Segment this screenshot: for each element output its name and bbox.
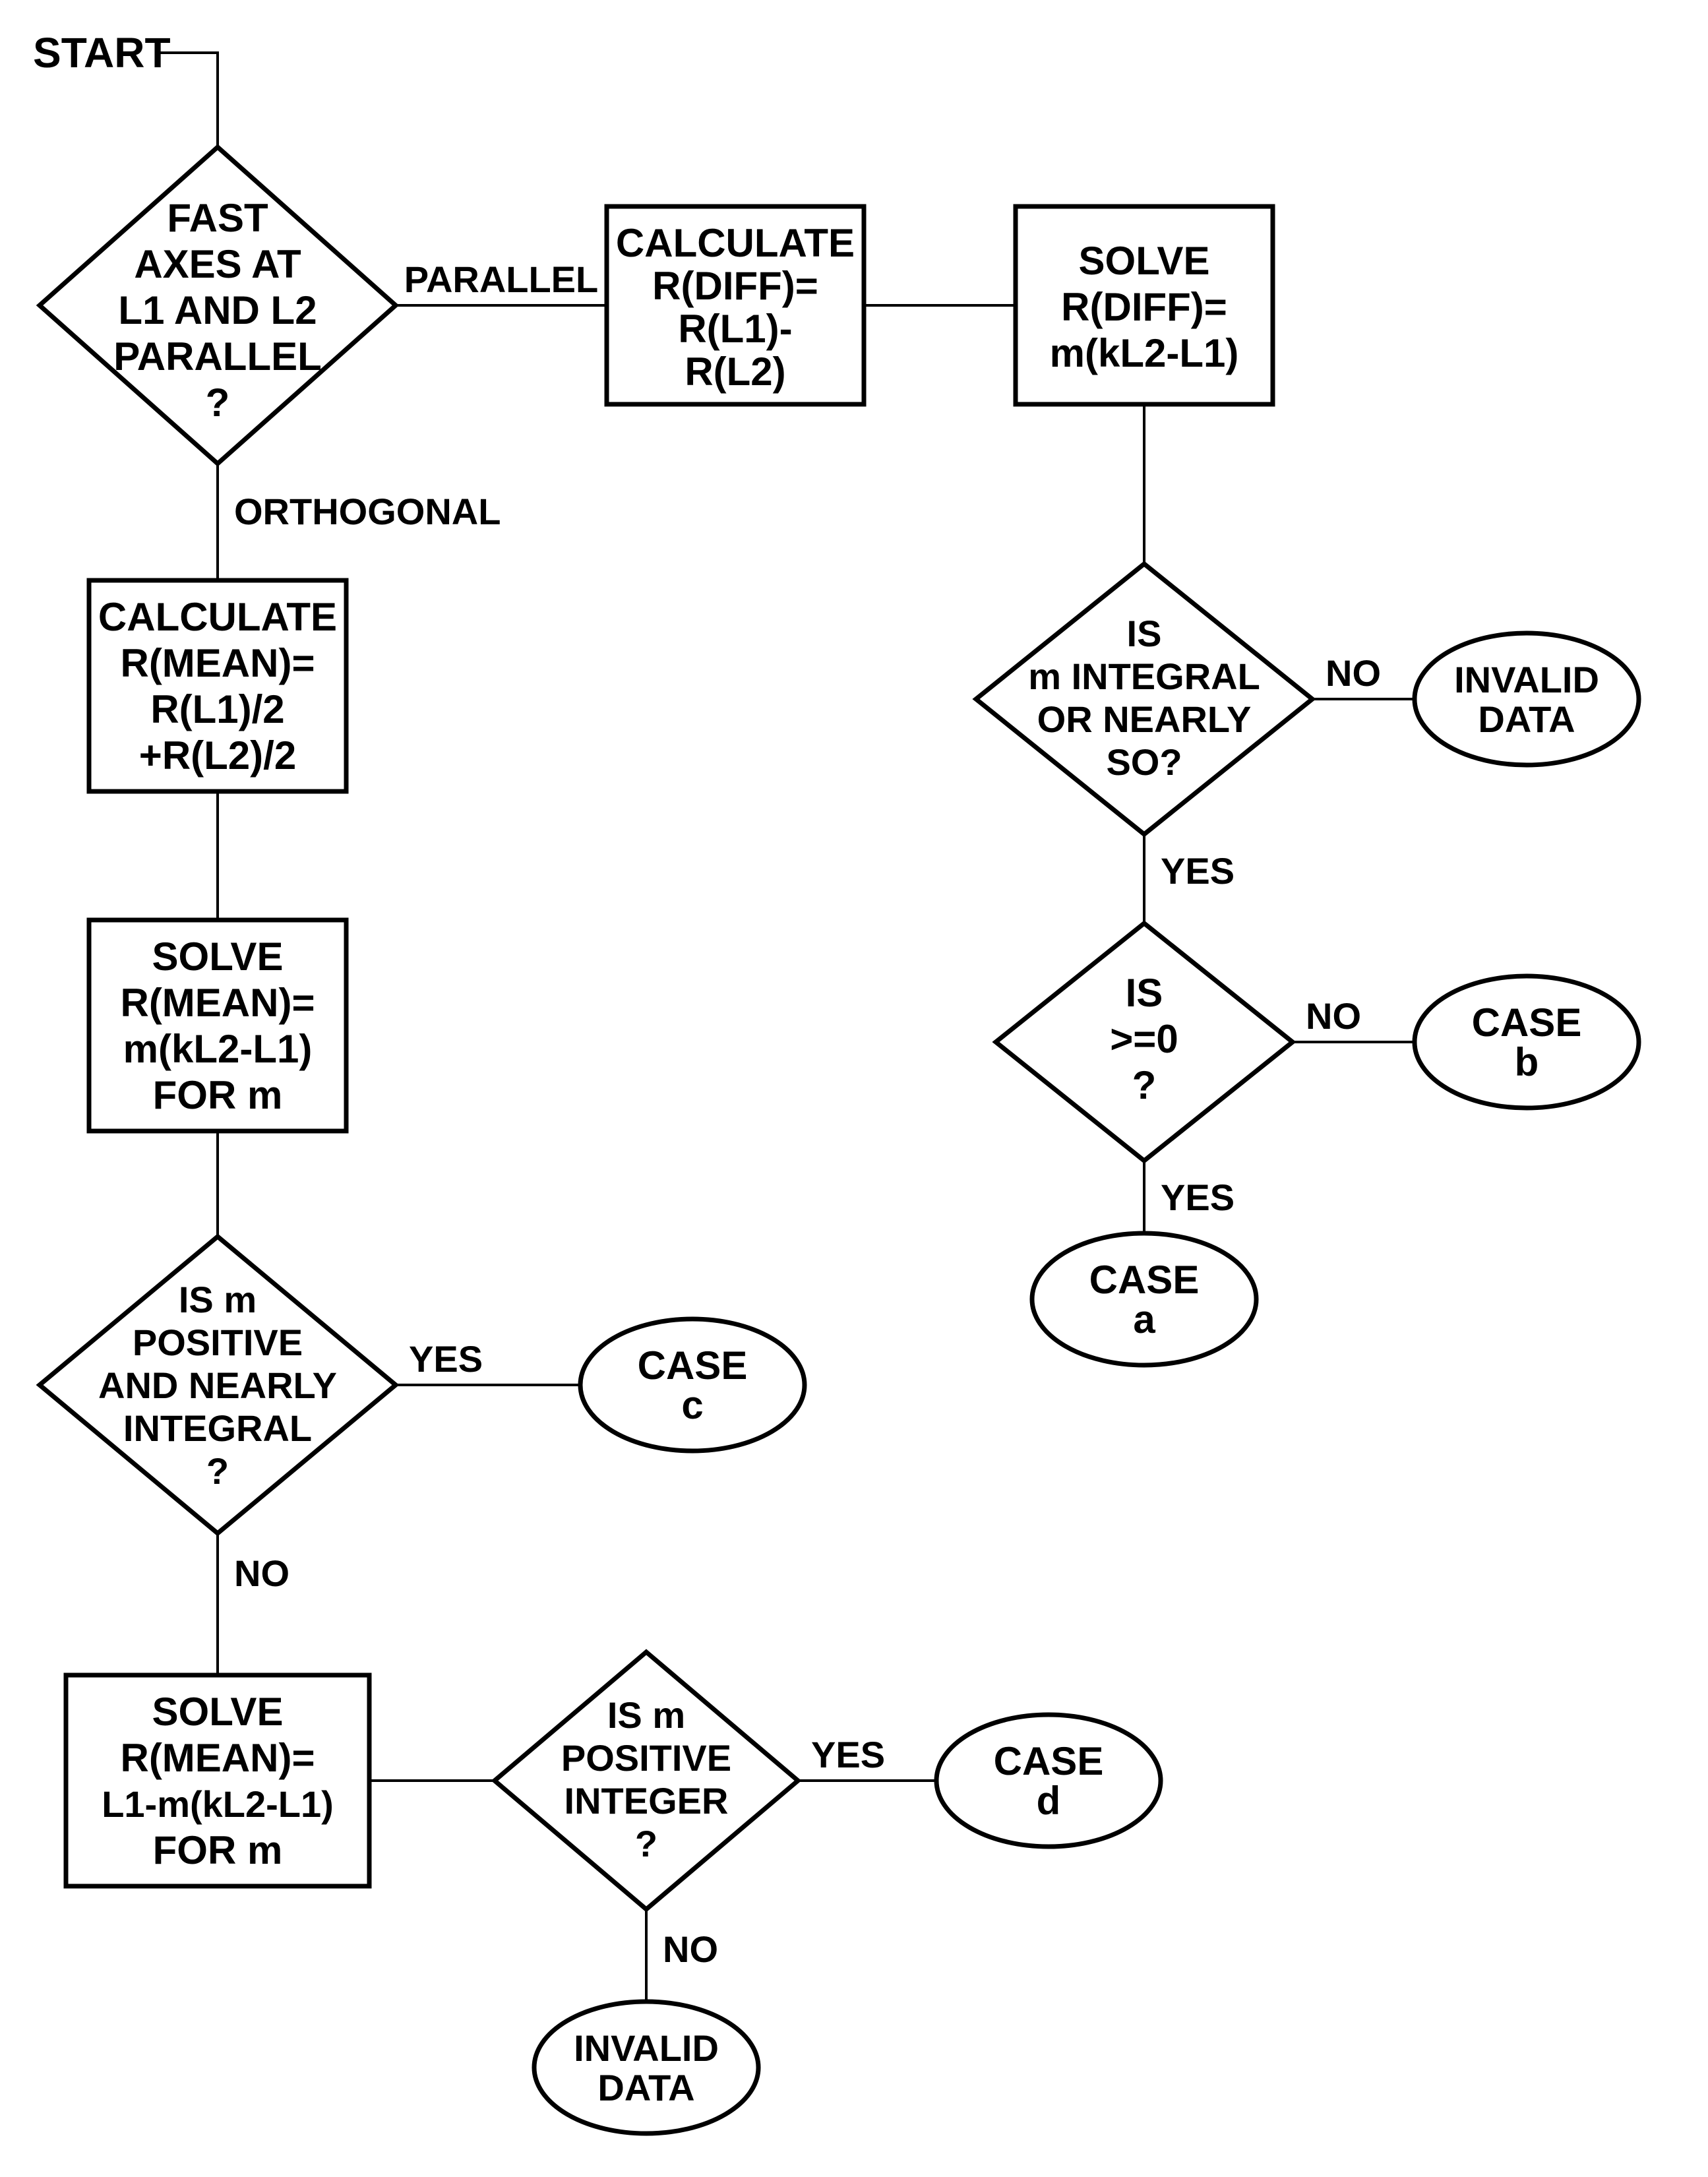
edge-label-dec2-yes: YES: [811, 1734, 885, 1775]
decision-m-posint-l3: INTEGRAL: [123, 1407, 312, 1449]
decision-m-posint2-l2: INTEGER: [564, 1780, 729, 1822]
terminator-invalid-bottom-l1: DATA: [597, 2067, 694, 2108]
edge-label-parallel: PARALLEL: [404, 259, 599, 300]
terminator-case-c-l0: CASE: [638, 1343, 748, 1388]
decision-parallel-l4: ?: [206, 381, 230, 425]
decision-m-posint-l0: IS m: [179, 1279, 257, 1320]
decision-m-posint-l2: AND NEARLY: [98, 1364, 337, 1406]
process-calc-mean-l0: CALCULATE: [98, 595, 337, 639]
start-label: START: [33, 29, 171, 77]
terminator-case-b-l0: CASE: [1472, 1000, 1582, 1045]
process-calc-mean-l3: +R(L2)/2: [139, 733, 296, 778]
terminator-case-d-l1: d: [1037, 1779, 1061, 1823]
terminator-invalid-bottom-l0: INVALID: [574, 2027, 719, 2069]
process-solve-diff-l2: m(kL2-L1): [1050, 331, 1239, 375]
decision-parallel-l1: AXES AT: [134, 242, 301, 286]
decision-parallel-l0: FAST: [167, 196, 268, 240]
process-calc-diff-l2: R(L1)-: [678, 307, 792, 351]
decision-m-integral-l0: IS: [1127, 613, 1162, 654]
decision-m-posint-l1: POSITIVE: [133, 1322, 303, 1363]
terminator-invalid-right-l0: INVALID: [1454, 659, 1599, 700]
process-solve-diff-l0: SOLVE: [1079, 239, 1210, 283]
edge-label-ge0-yes: YES: [1161, 1177, 1235, 1218]
process-calc-mean-l1: R(MEAN)=: [121, 641, 315, 685]
process-solve-mean-l1: R(MEAN)=: [121, 981, 315, 1025]
edge-label-orthogonal: ORTHOGONAL: [234, 491, 501, 532]
edge-label-posint-no: NO: [234, 1552, 290, 1594]
process-solve-mean2-l2: L1-m(kL2-L1): [102, 1783, 334, 1825]
terminator-case-c-l1: c: [681, 1383, 703, 1427]
decision-m-integral-l2: OR NEARLY: [1037, 698, 1252, 740]
decision-ge0-l0: IS: [1126, 971, 1163, 1015]
process-solve-mean-l0: SOLVE: [152, 935, 284, 979]
decision-m-integral-l1: m INTEGRAL: [1028, 656, 1260, 697]
process-calc-diff-l0: CALCULATE: [616, 221, 855, 265]
process-calc-mean-l2: R(L1)/2: [150, 687, 284, 731]
decision-m-integral-l3: SO?: [1106, 741, 1182, 783]
process-solve-mean2-l0: SOLVE: [152, 1690, 284, 1734]
terminator-case-b-l1: b: [1515, 1040, 1539, 1084]
decision-m-posint2-l1: POSITIVE: [561, 1737, 731, 1779]
terminator-case-d-l0: CASE: [994, 1739, 1104, 1783]
decision-m-posint2-l3: ?: [635, 1823, 657, 1864]
decision-parallel-l3: PARALLEL: [113, 334, 322, 379]
decision-parallel-l2: L1 AND L2: [118, 288, 317, 332]
terminator-case-a-l0: CASE: [1089, 1258, 1200, 1302]
process-calc-diff-l1: R(DIFF)=: [652, 264, 818, 308]
decision-ge0-l2: ?: [1132, 1063, 1157, 1107]
terminator-case-a-l1: a: [1133, 1297, 1155, 1341]
process-solve-diff-l1: R(DIFF)=: [1061, 285, 1227, 329]
edge-label-ge0-no: NO: [1306, 995, 1361, 1037]
decision-m-posint2-l0: IS m: [607, 1694, 685, 1736]
edge-label-dec2-no: NO: [663, 1928, 718, 1970]
edge-label-mint-yes: YES: [1161, 850, 1235, 892]
edge-label-mint-no: NO: [1326, 652, 1381, 694]
process-calc-diff-l3: R(L2): [685, 350, 785, 394]
process-solve-mean-l3: FOR m: [153, 1073, 283, 1117]
process-solve-mean2-l1: R(MEAN)=: [121, 1736, 315, 1780]
edge-label-posint-yes: YES: [409, 1338, 483, 1380]
terminator-invalid-right-l1: DATA: [1478, 698, 1575, 740]
process-solve-mean-l2: m(kL2-L1): [123, 1027, 313, 1071]
process-solve-mean2-l3: FOR m: [153, 1828, 283, 1872]
decision-m-posint-l4: ?: [206, 1450, 229, 1492]
decision-ge0-l1: >=0: [1110, 1017, 1178, 1061]
